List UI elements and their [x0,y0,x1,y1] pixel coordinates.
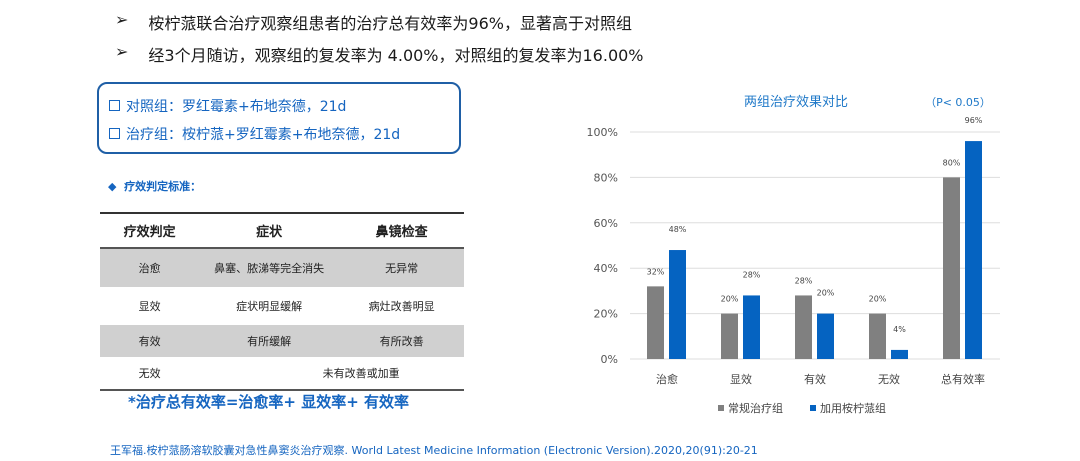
criteria-title: ◆ 疗效判定标准： [108,180,202,193]
chart-title: 两组治疗效果对比 [744,95,848,110]
data-label: 48% [669,225,687,234]
y-tick-label: 60% [594,217,618,230]
bullet-2: ➢ 经3个月随访，观察组的复发率为 4.00%，对照组的复发率为16.00% [115,42,644,65]
square-icon [109,100,120,111]
data-label: 96% [965,116,983,125]
treatment-group: 治疗组：桉柠蒎+罗红霉素+布地奈德，21d [109,124,400,144]
control-group: 对照组：罗红霉素+布地奈德，21d [109,96,346,116]
criteria-table: 疗效判定 症状 鼻镜检查 治愈 鼻塞、脓涕等完全消失 无异常 显效 症状明显缓解 病灶改善明… [100,212,464,391]
data-label: 20% [721,295,739,304]
legend-label: 加用桉柠蒎组 [820,401,886,415]
bar [647,286,664,359]
x-tick-label: 有效 [804,372,826,386]
formula: *治疗总有效率=治愈率+ 显效率+ 有效率 [128,393,409,411]
data-label: 28% [795,276,813,285]
data-label: 4% [893,325,906,334]
y-tick-label: 20% [594,308,618,321]
data-label: 20% [817,289,835,298]
arrow-right-icon: ➢ [115,42,129,61]
square-icon [109,128,120,139]
bar [869,313,886,359]
bar [721,313,738,359]
bullet-1: ➢ 桉柠蒎联合治疗观察组患者的治疗总有效率为96%，显著高于对照组 [115,10,632,33]
x-tick-label: 总有效率 [941,372,985,386]
data-label: 28% [743,270,761,279]
legend-label: 常规治疗组 [728,401,783,415]
bar [743,295,760,359]
bar [965,141,982,359]
p-value-annotation: （P< 0.05） [925,96,991,109]
table-row: 显效 症状明显缓解 病灶改善明显 [138,300,435,313]
y-tick-label: 40% [594,262,618,275]
x-tick-label: 显效 [730,372,752,386]
y-tick-label: 100% [587,126,618,139]
table-row: 无效 未有改善或加重 [100,357,464,391]
bar [669,250,686,359]
legend-swatch [810,405,816,411]
legend-swatch [718,405,724,411]
y-tick-label: 80% [594,171,618,184]
bar [817,313,834,359]
data-label: 32% [647,267,665,276]
diamond-icon: ◆ [108,180,117,193]
table-row: 有效 有所缓解 有所改善 [100,325,464,357]
citation: 王军福.桉柠蒎肠溶软胶囊对急性鼻窦炎治疗观察. World Latest Med… [110,444,758,457]
arrow-right-icon: ➢ [115,10,129,29]
group-box: 对照组：罗红霉素+布地奈德，21d 治疗组：桉柠蒎+罗红霉素+布地奈德，21d [97,82,461,154]
data-label: 80% [943,158,961,167]
bar [943,177,960,359]
x-tick-label: 无效 [878,372,900,386]
bar [891,349,908,359]
data-label: 20% [869,295,887,304]
bar [795,295,812,359]
table-row: 治愈 鼻塞、脓涕等完全消失 无异常 [100,248,464,287]
y-tick-label: 0% [601,353,618,366]
x-tick-label: 治愈 [656,372,678,386]
